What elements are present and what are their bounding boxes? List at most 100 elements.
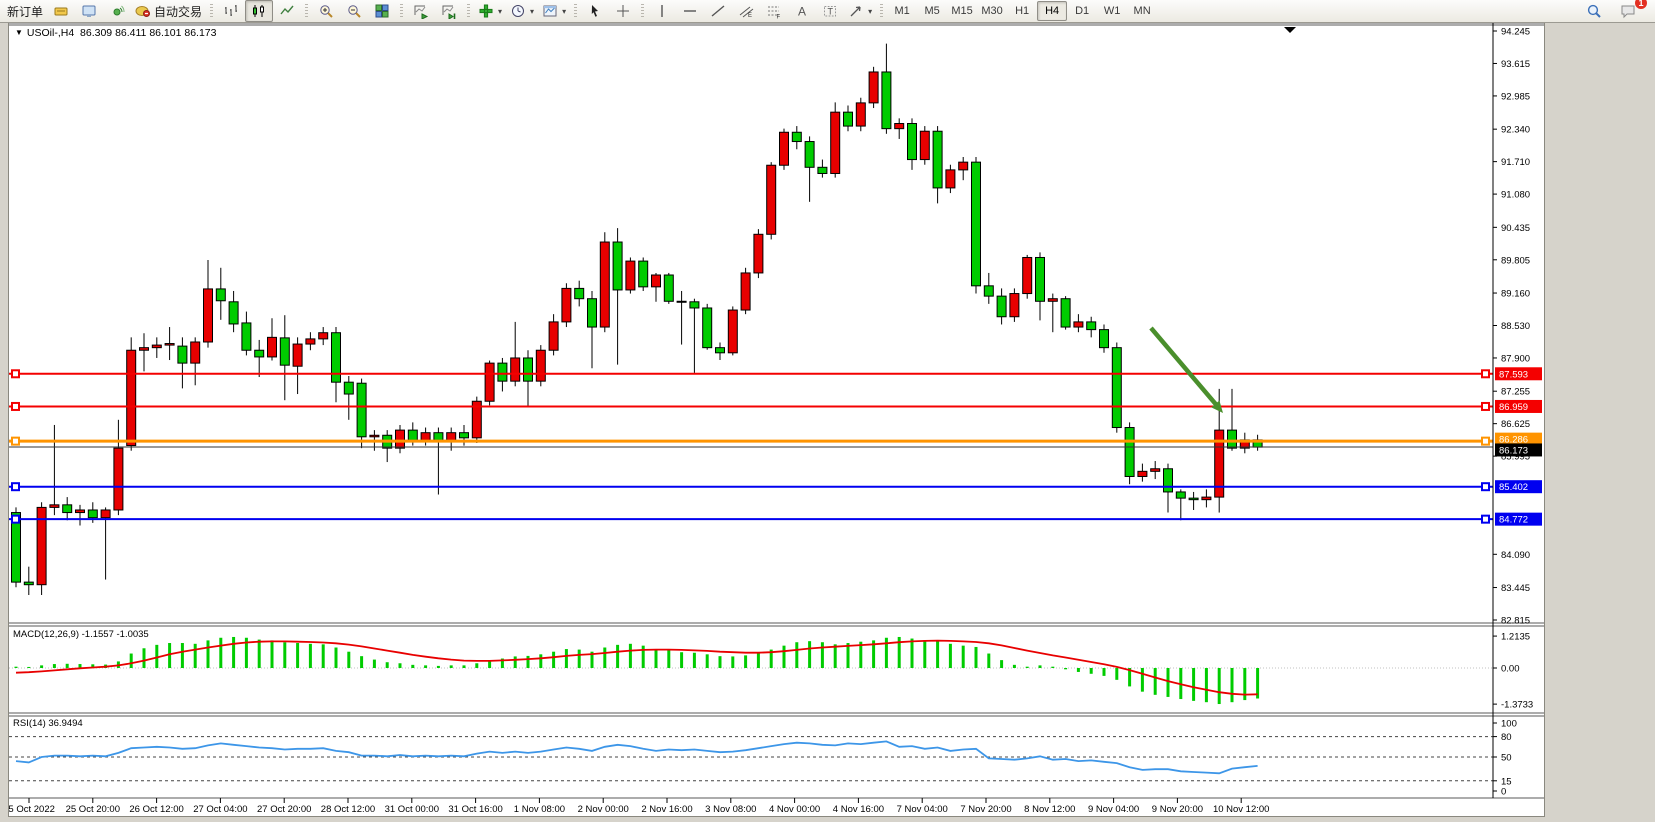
auto-scroll-button[interactable]	[407, 0, 435, 22]
market-watch-icon[interactable]	[75, 0, 103, 22]
dropdown-caret-icon[interactable]: ▾	[562, 6, 567, 16]
fibonacci-button[interactable]: F	[760, 0, 788, 22]
line-handle[interactable]	[11, 436, 20, 446]
autotrade-button-label: 自动交易	[154, 4, 203, 19]
axis-label: 80	[1501, 732, 1512, 743]
periods-button[interactable]: ▾	[506, 0, 538, 22]
tf-h4-button[interactable]: H4	[1037, 1, 1068, 21]
trendline-button[interactable]	[704, 0, 732, 22]
line-handle[interactable]	[11, 514, 20, 524]
toolbar-group-chart-type	[217, 0, 301, 22]
tf-w1-button[interactable]: W1	[1097, 1, 1127, 21]
candle	[203, 260, 213, 348]
time-axis[interactable]: 25 Oct 2022 25 Oct 20:00 26 Oct 12:00 27 Oc…	[9, 798, 1269, 815]
candle	[471, 396, 482, 443]
tf-m15-button[interactable]: M15	[947, 1, 977, 21]
line-handle[interactable]	[11, 369, 20, 379]
order-ticket-icon[interactable]	[47, 0, 75, 22]
cursor-button[interactable]	[581, 0, 609, 22]
candle	[907, 118, 917, 170]
vline-icon	[654, 3, 670, 19]
crosshair-button[interactable]	[609, 0, 637, 22]
chart-canvas[interactable]: 94.245 93.615 92.985 92.340 91.710 91.080 90.4…	[9, 23, 1544, 816]
candle	[1035, 252, 1045, 321]
toolbar-separator	[305, 4, 309, 18]
indicators-button[interactable]: ▾	[474, 0, 506, 22]
line-handle[interactable]	[1481, 436, 1490, 446]
candle	[113, 419, 124, 516]
time-label: 9 Nov 20:00	[1152, 804, 1203, 815]
candle	[1060, 296, 1071, 330]
labelT-icon: T	[822, 3, 838, 19]
dropdown-caret-icon[interactable]: ▾	[498, 6, 503, 16]
axis-label: 94.245	[1501, 27, 1530, 38]
line-handle[interactable]	[1481, 401, 1490, 411]
tf-m30-button[interactable]: M30	[977, 1, 1007, 21]
line-handle[interactable]	[11, 401, 20, 411]
bar-chart-button[interactable]	[217, 0, 245, 22]
horizontal-line-86.959[interactable]	[9, 401, 1493, 411]
candle	[1188, 491, 1199, 510]
line-handle[interactable]	[11, 482, 20, 492]
line-handle[interactable]	[1481, 482, 1490, 492]
signal-icon[interactable]	[103, 0, 131, 22]
tf-m1-button[interactable]: M1	[887, 1, 917, 21]
label-button[interactable]: T	[816, 0, 844, 22]
candle	[727, 306, 738, 356]
chart-shift-marker[interactable]	[1284, 27, 1296, 33]
tf-mn-button[interactable]: MN	[1127, 1, 1157, 21]
toolbar-separator	[467, 4, 471, 18]
vertical-line-button[interactable]	[648, 0, 676, 22]
tf-m30-button-label: M30	[981, 5, 1003, 17]
autotrade-button[interactable]: 自动交易	[131, 0, 206, 22]
template-icon	[542, 3, 558, 19]
tf-h1-button[interactable]: H1	[1007, 1, 1037, 21]
tf-d1-button[interactable]: D1	[1067, 1, 1097, 21]
tile-windows-button[interactable]	[368, 0, 396, 22]
svg-text:86.286: 86.286	[1499, 435, 1528, 446]
zoom-out-button[interactable]	[340, 0, 368, 22]
text-button[interactable]: A	[788, 0, 816, 22]
toolbar-group-trade: 新订单 自动交易	[3, 0, 206, 22]
price-axis[interactable]: 94.245 93.615 92.985 92.340 91.710 91.080 90.4…	[1492, 23, 1542, 798]
horizontal-line-87.593[interactable]	[9, 369, 1493, 379]
candles-icon	[251, 3, 267, 19]
channel-icon: E	[738, 3, 754, 19]
fibo-icon: F	[766, 3, 782, 19]
candle	[1086, 316, 1097, 338]
line-handle[interactable]	[1481, 514, 1490, 524]
horizontal-line-86.286[interactable]	[9, 436, 1493, 446]
arrows-button[interactable]: ▾	[844, 0, 876, 22]
rsi-line	[15, 740, 1258, 775]
candle	[983, 272, 994, 304]
search-button[interactable]	[1580, 0, 1608, 22]
equidistant-channel-button[interactable]: E	[732, 0, 760, 22]
horizontal-line-84.772[interactable]	[9, 514, 1493, 524]
candle	[881, 43, 892, 134]
line-chart-button[interactable]	[273, 0, 301, 22]
time-label: 3 Nov 08:00	[705, 804, 756, 815]
macd-axis: 1.2135 0.00 -1.3733	[1493, 632, 1533, 711]
candle	[523, 350, 533, 407]
tf-mn-button-label: MN	[1133, 5, 1151, 17]
line-handle[interactable]	[1481, 369, 1490, 379]
toolbar: 新订单 自动交易 ▾ ▾ ▾ E F A T ▾ M1 M5 M15 M30 H1 H4 D1 W1 MN 1	[0, 0, 1655, 23]
axis-label: -1.3733	[1501, 700, 1533, 711]
axis-label: 1.2135	[1501, 632, 1530, 643]
arrow-annotation[interactable]	[1149, 326, 1223, 413]
candle	[1047, 293, 1058, 333]
dropdown-caret-icon[interactable]: ▾	[530, 6, 535, 16]
horizontal-line-85.402[interactable]	[9, 482, 1493, 492]
candlestick-button[interactable]	[245, 0, 274, 22]
chart-shift-button[interactable]	[435, 0, 463, 22]
toolbar-separator	[574, 4, 578, 18]
candle	[1201, 489, 1212, 508]
tf-m5-button[interactable]: M5	[917, 1, 947, 21]
zoom-in-button[interactable]	[312, 0, 340, 22]
horizontal-line-button[interactable]	[676, 0, 704, 22]
notifications-button[interactable]: 1	[1614, 0, 1647, 22]
dropdown-caret-icon[interactable]: ▾	[868, 6, 873, 16]
time-label: 26 Oct 12:00	[129, 804, 183, 815]
new-order-button[interactable]: 新订单	[3, 0, 47, 22]
templates-button[interactable]: ▾	[538, 0, 570, 22]
